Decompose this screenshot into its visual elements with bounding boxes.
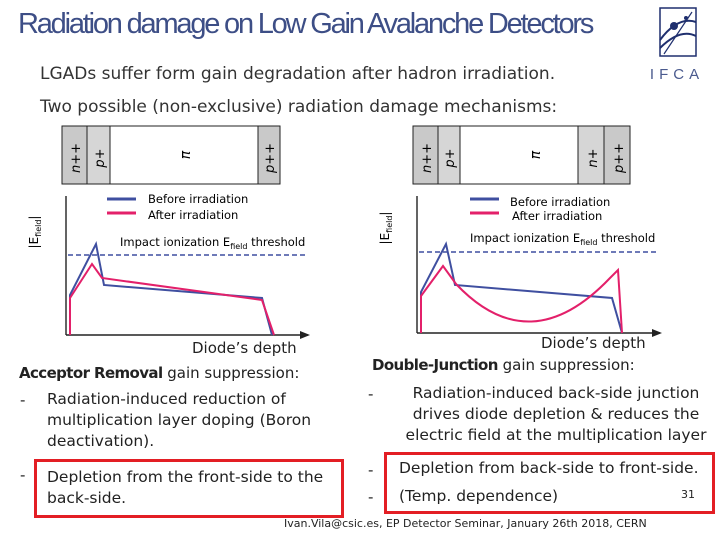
right-layer-pi [459, 125, 579, 185]
left-highlight-box [34, 459, 344, 518]
left-layer-pi [109, 125, 259, 185]
left-after-curve [69, 262, 275, 336]
subtitle-line-1: LGADs suffer form gain degradation after… [40, 64, 556, 84]
left-axis-label: |Efield| [27, 216, 43, 249]
right-bullet-2: Depletion from back-side to front-side. [399, 459, 699, 477]
slide-title: Radiation damage on Low Gain Avalanche D… [18, 8, 594, 40]
right-bullet-3: (Temp. dependence) [399, 487, 559, 505]
left-x-arrow-icon [300, 331, 310, 339]
right-layer-label-pi: π [528, 150, 544, 159]
left-heading: Acceptor Removal gain suppression: [19, 364, 299, 382]
left-legend-before: Before irradiation [148, 192, 248, 206]
right-legend-before: Before irradiation [510, 195, 610, 209]
right-layer-ppp [603, 125, 631, 185]
right-layer-label-ppp: p++ [612, 143, 627, 174]
left-threshold-label: Impact ionization Efield threshold [120, 235, 305, 251]
left-diagram: n++ p+ π p++ |Efield| Before irradiation… [27, 125, 310, 339]
left-legend-after: After irradiation [148, 208, 238, 222]
right-diagram: n++ p+ π n+ p++ |Efield| Before irradiat… [378, 125, 662, 337]
right-bullet-1-marker: - [368, 385, 374, 403]
left-heading-rest: gain suppression: [162, 364, 300, 382]
right-before-curve [420, 241, 623, 334]
right-heading-rest: gain suppression: [497, 356, 635, 374]
right-legend-after: After irradiation [512, 209, 602, 223]
right-axis-label: |Efield| [378, 212, 394, 245]
page-number: 31 [681, 488, 695, 501]
left-bullet-1: Radiation-induced reduction of multiplic… [47, 390, 312, 450]
left-xlabel: Diode’s depth [192, 339, 297, 357]
left-layer-label-pplus: p+ [93, 148, 108, 168]
footer: Ivan.Vila@csic.es, EP Detector Seminar, … [284, 517, 647, 530]
left-bullet-2-marker: - [20, 466, 26, 484]
left-layer-ppp [257, 125, 281, 185]
logo-text: IFCA [649, 66, 705, 83]
left-before-curve [69, 240, 273, 336]
right-layer-npp [412, 125, 439, 185]
right-bullet-2-marker: - [368, 461, 374, 479]
subtitle-line-2: Two possible (non-exclusive) radiation d… [40, 97, 558, 117]
right-after-curve [420, 264, 623, 334]
left-bullet-1-marker: - [20, 391, 26, 409]
right-x-arrow-icon [652, 329, 662, 337]
right-highlight-box [384, 452, 715, 514]
left-layer-label-npp: n++ [69, 143, 84, 173]
right-layer-label-pplus: p+ [443, 148, 458, 168]
left-heading-bold: Acceptor Removal [19, 364, 163, 382]
right-heading: Double-Junction gain suppression: [372, 356, 635, 374]
right-threshold-label: Impact ionization Efield threshold [470, 231, 655, 247]
right-layer-label-nplus: n+ [586, 148, 601, 167]
ifca-emblem-icon [659, 7, 697, 57]
right-bullet-3-marker: - [368, 488, 374, 506]
right-xlabel: Diode’s depth [541, 334, 646, 352]
right-layer-label-npp: n++ [420, 143, 435, 173]
left-layer-label-ppp: p++ [263, 143, 278, 174]
right-layer-nplus [577, 125, 605, 185]
ifca-logo: IFCA [646, 6, 708, 86]
left-bullet-2: Depletion from the front-side to the bac… [47, 468, 324, 507]
right-heading-bold: Double-Junction [372, 356, 498, 374]
right-bullet-1: Radiation-induced back-side junction dri… [405, 384, 707, 444]
left-layer-label-pi: π [178, 150, 194, 159]
